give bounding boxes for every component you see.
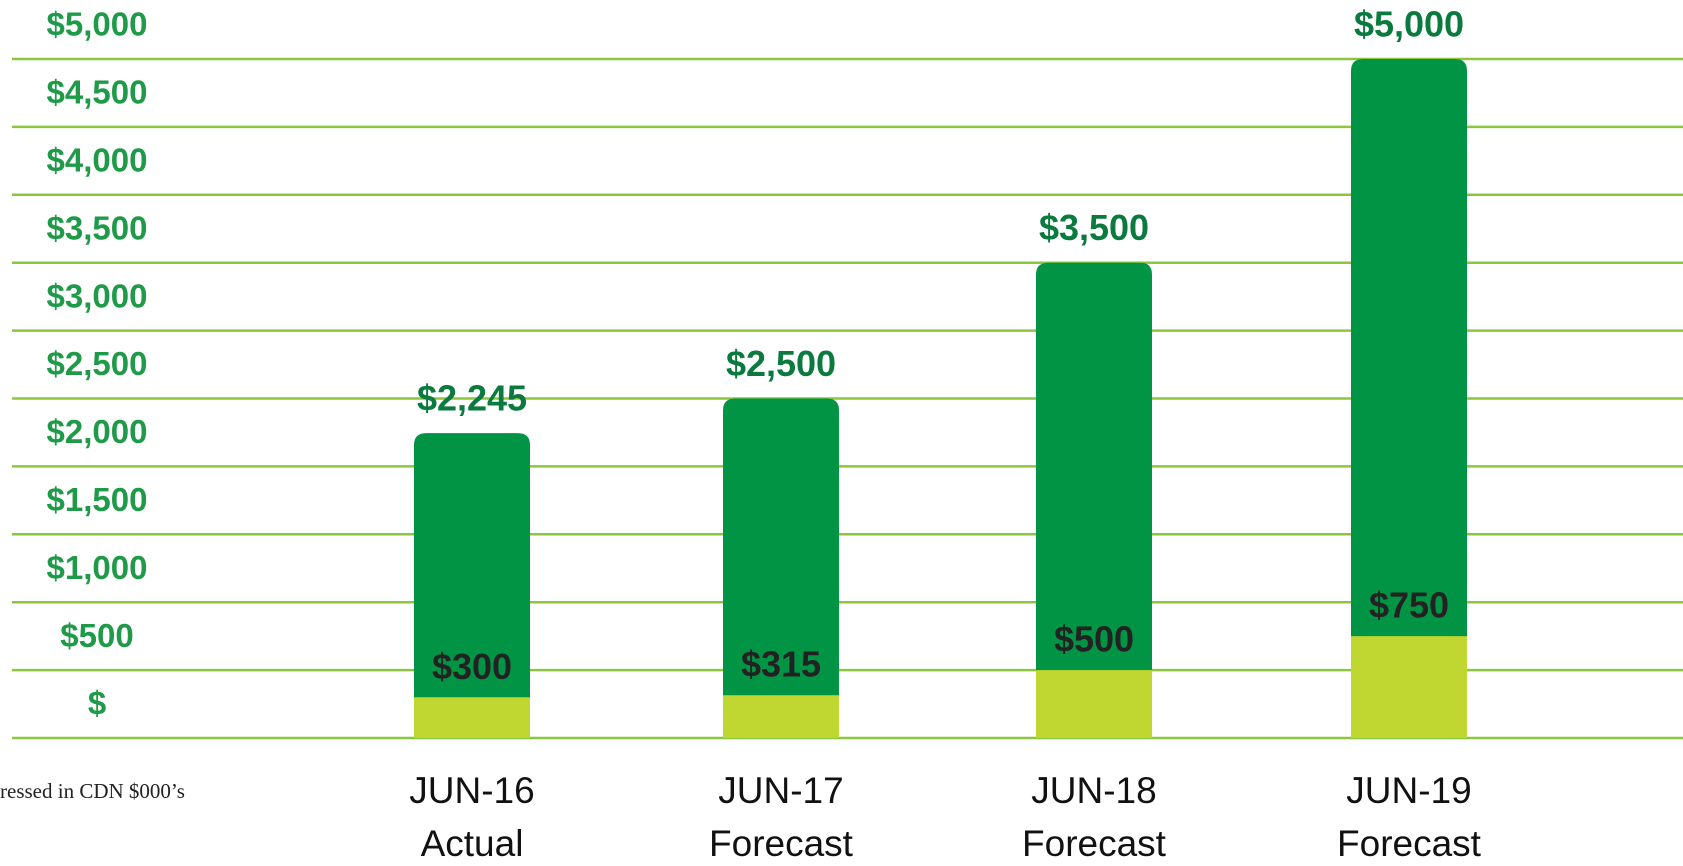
bar	[414, 697, 530, 738]
y-tick-label: $3,500	[47, 209, 148, 246]
bar	[723, 398, 839, 738]
y-tick-label: $3,000	[47, 277, 148, 314]
bar	[1351, 636, 1467, 738]
bar	[723, 695, 839, 738]
x-tick-label: JUN-19	[1346, 770, 1471, 811]
x-tick-sublabel: Forecast	[1022, 823, 1167, 864]
y-tick-label: $	[88, 685, 106, 722]
value-label: $5,000	[1354, 4, 1464, 45]
y-tick-label: $500	[60, 617, 133, 654]
value-label: $300	[432, 646, 512, 687]
y-tick-label: $4,500	[47, 74, 148, 111]
x-tick-sublabel: Actual	[421, 823, 524, 864]
value-label: $500	[1054, 619, 1134, 660]
bar	[414, 433, 530, 738]
y-tick-label: $2,000	[47, 413, 148, 450]
y-tick-label: $1,000	[47, 549, 148, 586]
value-label: $750	[1369, 585, 1449, 626]
value-label: $3,500	[1039, 207, 1149, 248]
x-tick-label: JUN-18	[1031, 770, 1156, 811]
value-label: $2,245	[417, 378, 527, 419]
x-tick-sublabel: Forecast	[709, 823, 854, 864]
y-tick-label: $2,500	[47, 345, 148, 382]
value-label: $2,500	[726, 343, 836, 384]
bar	[1036, 262, 1152, 738]
y-tick-label: $4,000	[47, 142, 148, 179]
bar	[1036, 670, 1152, 738]
y-tick-label: $1,500	[47, 481, 148, 518]
y-tick-label: $5,000	[47, 6, 148, 43]
x-tick-label: JUN-16	[409, 770, 534, 811]
value-label: $315	[741, 644, 821, 685]
bar	[1351, 59, 1467, 738]
x-tick-sublabel: Forecast	[1337, 823, 1482, 864]
note: ressed in CDN $000’s	[0, 779, 185, 803]
x-tick-label: JUN-17	[718, 770, 843, 811]
